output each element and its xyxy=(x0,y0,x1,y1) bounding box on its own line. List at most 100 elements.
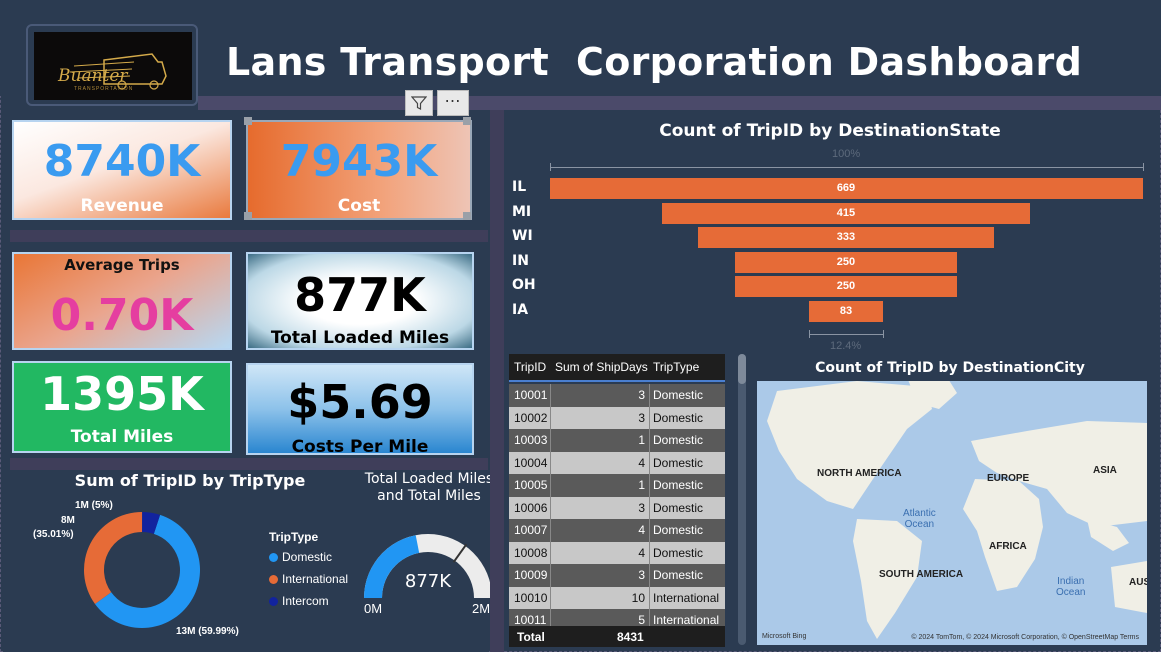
cell-divider xyxy=(649,564,650,587)
cell-divider xyxy=(550,519,551,542)
funnel-bar[interactable]: 250 xyxy=(735,276,957,298)
cell-shipdays: 3 xyxy=(638,500,645,515)
cell-divider xyxy=(550,406,551,429)
funnel-top-pct: 100% xyxy=(832,148,861,160)
donut-label-intercom: 1M (5%) xyxy=(75,500,113,511)
cell-triptype: Domestic xyxy=(653,568,704,582)
legend-item-domestic[interactable]: Domestic xyxy=(269,550,332,564)
table-row[interactable]: 10005 1 Domestic xyxy=(509,474,725,497)
ocean-label: Ocean xyxy=(1056,587,1086,598)
table-row[interactable]: 10007 4 Domestic xyxy=(509,519,725,542)
resize-handle[interactable] xyxy=(244,212,252,220)
divider xyxy=(10,458,488,470)
trips-table[interactable]: TripID Sum of ShipDays TripType 10001 3 Do… xyxy=(509,354,725,647)
cell-shipdays: 4 xyxy=(638,523,645,537)
cell-divider xyxy=(550,564,551,587)
gauge-chart[interactable] xyxy=(362,528,494,600)
funnel-category-label: IN xyxy=(512,252,529,269)
logo-text: Buanter xyxy=(58,66,128,86)
donut-chart-title: Sum of TripID by TripType xyxy=(74,471,306,490)
cell-divider xyxy=(649,496,650,519)
table-row[interactable]: 10002 3 Domestic xyxy=(509,406,725,429)
cell-divider xyxy=(649,541,650,564)
funnel-category-label: OH xyxy=(512,277,536,294)
funnel-category-label: MI xyxy=(512,203,532,220)
funnel-bar[interactable]: 250 xyxy=(735,251,957,273)
donut-slice-intercom[interactable] xyxy=(142,512,161,534)
col-header-triptype[interactable]: TripType xyxy=(653,360,700,374)
map-label-africa: AFRICA xyxy=(989,541,1027,552)
revenue-label: Revenue xyxy=(80,196,164,216)
resize-handle[interactable] xyxy=(244,117,252,125)
costs-per-mile-label: Costs Per Mile xyxy=(291,437,429,455)
funnel-bar[interactable]: 415 xyxy=(662,202,1030,224)
resize-handle[interactable] xyxy=(463,117,471,125)
cell-divider xyxy=(550,429,551,452)
donut-slice-international[interactable] xyxy=(84,512,143,604)
legend-item-intercom[interactable]: Intercom xyxy=(269,594,329,608)
table-row[interactable]: 10004 4 Domestic xyxy=(509,451,725,474)
average-trips-card[interactable]: Average Trips 0.70K xyxy=(12,252,232,350)
cell-triptype: Domestic xyxy=(653,410,704,425)
funnel-category-label: IA xyxy=(512,302,529,318)
resize-handle[interactable] xyxy=(463,212,471,220)
table-row[interactable]: 10006 3 Domestic xyxy=(509,496,725,519)
map-credit[interactable]: © 2024 TomTom, © 2024 Microsoft Corporat… xyxy=(911,634,1139,641)
cell-tripid: 10007 xyxy=(514,523,548,537)
more-options-button[interactable]: ⋯ xyxy=(437,90,469,116)
cost-card[interactable]: 7943K Cost xyxy=(246,120,472,220)
funnel-category-label: IL xyxy=(512,179,527,195)
filter-button[interactable] xyxy=(405,90,433,116)
funnel-bar[interactable]: 83 xyxy=(809,301,883,322)
col-header-shipdays[interactable]: Sum of ShipDays xyxy=(555,360,648,374)
cell-shipdays: 1 xyxy=(638,478,645,492)
cell-shipdays: 3 xyxy=(638,410,645,425)
cell-tripid: 10003 xyxy=(514,433,548,447)
costs-per-mile-card[interactable]: $5.69 Costs Per Mile xyxy=(246,363,474,455)
destination-map[interactable]: NORTH AMERICA EUROPE ASIA AFRICA SOUTH A… xyxy=(757,381,1147,645)
cell-shipdays: 4 xyxy=(638,455,645,470)
col-header-tripid[interactable]: TripID xyxy=(514,360,547,374)
donut-label-international: 8M xyxy=(61,515,75,526)
gauge-value: 877K xyxy=(404,571,452,592)
table-row[interactable]: 10008 4 Domestic xyxy=(509,541,725,564)
ocean-label: Atlantic xyxy=(903,508,936,519)
funnel-tick xyxy=(1142,163,1144,171)
funnel-bar[interactable]: 669 xyxy=(549,178,1143,199)
map-label-north-america: NORTH AMERICA xyxy=(817,468,902,479)
table-row[interactable]: 10003 1 Domestic xyxy=(509,429,725,452)
table-row[interactable]: 10009 3 Domestic xyxy=(509,564,725,587)
donut-slice-domestic[interactable] xyxy=(94,514,200,628)
revenue-card[interactable]: 8740K Revenue xyxy=(12,120,232,220)
table-header: TripID Sum of ShipDays TripType xyxy=(509,354,725,382)
funnel-bottom-line xyxy=(809,333,883,335)
logo-frame: Buanter TRANSPORTATION xyxy=(26,24,198,106)
total-miles-card[interactable]: 1395K Total Miles xyxy=(12,361,232,453)
funnel-tick xyxy=(549,163,551,171)
map-label-aus: AUS xyxy=(1129,577,1147,588)
funnel-bar[interactable]: 333 xyxy=(698,227,994,249)
revenue-value: 8740K xyxy=(43,136,201,187)
legend-dot xyxy=(269,596,278,606)
total-loaded-miles-value: 877K xyxy=(294,268,426,322)
cell-triptype: Domestic xyxy=(653,388,704,402)
divider xyxy=(10,230,488,242)
table-row[interactable]: 10011 5 International xyxy=(509,609,725,632)
table-scrollbar[interactable] xyxy=(738,354,746,645)
total-loaded-miles-card[interactable]: 877K Total Loaded Miles xyxy=(246,252,474,350)
logo-subtext: TRANSPORTATION xyxy=(74,86,134,92)
cell-tripid: 10009 xyxy=(514,568,548,582)
map-label-indian: Indian Ocean xyxy=(1056,576,1085,598)
table-row[interactable]: 10001 3 Domestic xyxy=(509,384,725,407)
average-trips-value: 0.70K xyxy=(50,290,194,341)
cell-tripid: 10004 xyxy=(514,455,548,470)
cell-shipdays: 10 xyxy=(631,590,645,605)
total-value: 8431 xyxy=(617,630,644,644)
table-row[interactable]: 10010 10 International xyxy=(509,586,725,609)
cell-tripid: 10005 xyxy=(514,478,548,492)
cell-divider xyxy=(550,451,551,474)
legend-item-international[interactable]: International xyxy=(269,572,348,586)
scrollbar-thumb[interactable] xyxy=(738,354,746,384)
panel-separator xyxy=(490,110,504,652)
donut-chart[interactable] xyxy=(80,508,204,632)
